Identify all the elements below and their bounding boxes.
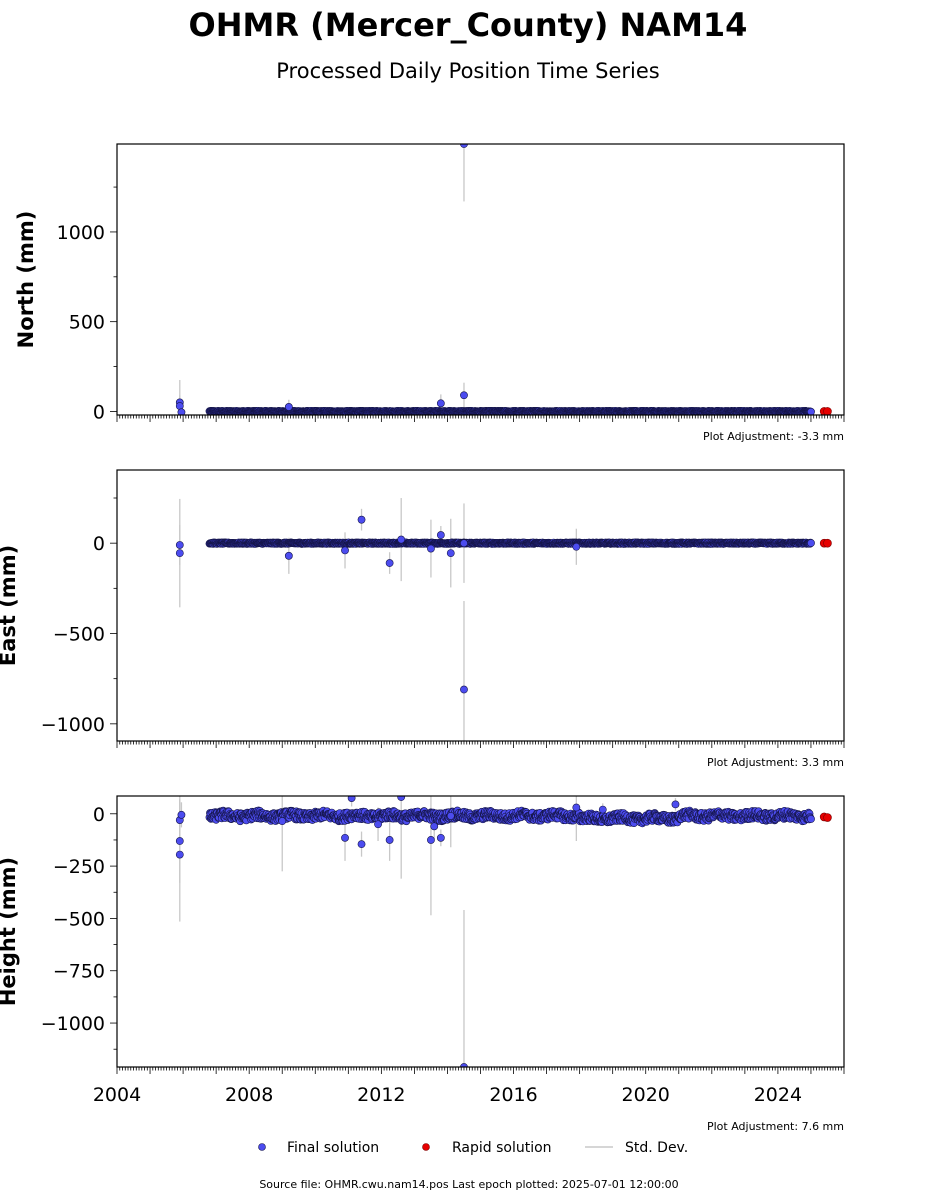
y-tick-label: −1000 [41,714,105,736]
y-tick-label: 0 [93,804,105,826]
y-tick-label: 1000 [57,222,105,244]
final-point-outlier [460,1063,468,1067]
final-point-outlier [671,800,680,809]
final-point-outlier [460,685,468,694]
final-point-outlier [175,541,184,549]
panel-height: −1000 −750 −500 −250 0 Height (mm) Plot Adjust… [0,795,845,1133]
legend-rapid-marker [422,1143,430,1151]
y-tick-label: −500 [53,908,105,930]
final-point-outlier [436,399,445,408]
y-axis-label: Height (mm) [0,857,20,1006]
source-footer: Source file: OHMR.cwu.nam14.pos Last epo… [259,1178,678,1191]
x-tick-label: 2008 [225,1084,273,1106]
x-tick-label: 2004 [93,1084,141,1106]
final-point-outlier [347,796,356,802]
final-point-outlier [177,810,186,819]
final-point-outlier [436,833,445,842]
y-tick-label: 500 [69,312,105,334]
final-point-outlier [572,803,581,812]
rapid-point [823,813,832,822]
x-tick-label: 2016 [489,1084,537,1106]
final-point-outlier [175,837,184,845]
y-tick-label: 0 [93,401,105,423]
legend-final-marker [258,1143,266,1151]
y-tick-label: 0 [93,533,105,555]
axes-frame [116,795,845,1068]
final-point [807,407,815,415]
rapid-point [823,538,832,548]
plot-area-north [175,144,832,415]
final-point-outlier [175,850,184,859]
final-solution-series [205,806,815,828]
final-point-outlier [436,531,445,539]
y-axis-label: East (mm) [0,545,20,666]
plot-area-east [175,498,832,741]
final-point-outlier [374,820,382,829]
final-point [807,815,815,823]
final-solution-series [205,538,815,548]
panel-north: 0 500 1000 North (mm) Plot Adjustment: -3.3 … [14,143,845,443]
x-tick-label: 2020 [622,1084,670,1106]
final-point-outlier [177,408,186,415]
final-point-outlier [460,539,468,548]
plot-area-height [175,796,832,1067]
y-tick-label: −750 [53,961,105,983]
rapid-point [823,407,832,415]
final-point-outlier [427,836,435,844]
legend-rapid-label: Rapid solution [452,1140,552,1156]
final-point-outlier [446,811,455,820]
final-solution-series [205,406,815,415]
final-point-outlier [460,144,468,148]
legend: Final solution Rapid solution Std. Dev. [258,1140,688,1156]
x-tick-label: 2024 [754,1084,802,1106]
final-point-outlier [460,391,468,400]
final-point-outlier [284,403,293,411]
final-point-outlier [385,559,394,567]
y-tick-label: −500 [53,624,105,646]
final-point-outlier [341,546,349,555]
final-point-outlier [175,549,184,558]
final-point-outlier [278,817,287,826]
plot-adjustment: Plot Adjustment: 7.6 mm [707,1120,844,1133]
final-point-outlier [284,551,293,560]
figure-title: OHMR (Mercer_County) NAM14 [189,6,748,44]
final-point-outlier [598,805,607,814]
final-point-outlier [446,549,455,558]
final-point-outlier [427,544,435,553]
figure-subtitle: Processed Daily Position Time Series [276,59,660,83]
axes-frame [116,143,845,416]
final-point-outlier [385,836,394,844]
y-tick-label: −1000 [41,1013,105,1035]
plot-adjustment: Plot Adjustment: -3.3 mm [703,430,844,443]
final-point-outlier [397,535,406,544]
axes-frame [116,469,845,742]
panel-east: −1000 −500 0 East (mm) Plot Adjustment: 3.3 … [0,469,845,769]
y-axis-label: North (mm) [14,211,38,349]
final-point-outlier [572,542,581,551]
panels: 0 500 1000 North (mm) Plot Adjustment: -3.3 … [0,143,845,1133]
plot-adjustment: Plot Adjustment: 3.3 mm [707,756,844,769]
x-tick-label: 2012 [357,1084,405,1106]
final-point [807,539,815,547]
y-tick-label: −250 [53,856,105,878]
legend-std-label: Std. Dev. [625,1140,688,1156]
final-point-outlier [430,822,439,831]
final-point-outlier [397,796,406,801]
legend-final-label: Final solution [287,1140,379,1156]
final-point-outlier [357,840,366,849]
final-point-outlier [357,515,366,524]
final-point-outlier [341,833,349,842]
